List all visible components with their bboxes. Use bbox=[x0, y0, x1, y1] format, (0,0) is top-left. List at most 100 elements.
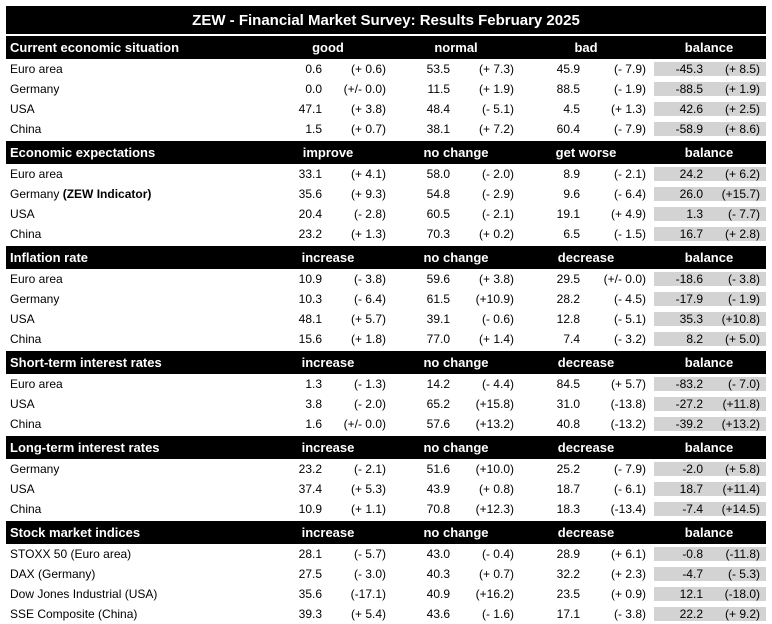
change-cell: (- 1.9) bbox=[709, 292, 766, 306]
value-cell: 10.9 bbox=[298, 272, 322, 286]
row-label-text: USA bbox=[10, 102, 35, 116]
table-row: Germany 10.3 (- 6.4) 61.5 (+10.9) 28.2 (- 4.5)… bbox=[6, 289, 766, 309]
table-row: Euro area 1.3 (- 1.3) 14.2 (- 4.4) 84.5 (+ 5.7… bbox=[6, 374, 766, 394]
change-cell: (- 7.9) bbox=[613, 462, 646, 476]
row-label-text: Germany bbox=[10, 187, 60, 201]
value-cell: -2.0 bbox=[652, 462, 709, 476]
value-cell: 84.5 bbox=[556, 377, 580, 391]
value-cell: 3.8 bbox=[305, 397, 322, 411]
column-header: bad bbox=[574, 40, 598, 55]
section-header: Inflation rate increase no change decrease b… bbox=[6, 244, 766, 269]
table-row: Germany (ZEW Indicator) 35.6 (+ 9.3) 54.8 (-… bbox=[6, 184, 766, 204]
table-row: USA 3.8 (- 2.0) 65.2 (+15.8) 31.0 (-13.8) -27.2… bbox=[6, 394, 766, 414]
section-header: Short-term interest rates increase no chan… bbox=[6, 349, 766, 374]
value-cell: 57.6 bbox=[426, 417, 450, 431]
value-cell: 23.2 bbox=[298, 462, 322, 476]
change-cell: (+ 2.5) bbox=[709, 102, 766, 116]
change-cell: (+ 5.7) bbox=[610, 377, 646, 391]
change-cell: (- 3.0) bbox=[353, 567, 386, 581]
change-cell: (- 6.4) bbox=[353, 292, 386, 306]
value-cell: 24.2 bbox=[652, 167, 709, 181]
value-cell: 1.6 bbox=[305, 417, 322, 431]
table-row: Dow Jones Industrial (USA) 35.6 (-17.1) 40.… bbox=[6, 584, 766, 604]
value-cell: 27.5 bbox=[298, 567, 322, 581]
change-cell: (- 0.6) bbox=[481, 312, 514, 326]
change-cell: (+ 0.8) bbox=[478, 482, 514, 496]
table-row: China 15.6 (+ 1.8) 77.0 (+ 1.4) 7.4 (- 3.2) 8.2… bbox=[6, 329, 766, 349]
column-header: decrease bbox=[557, 440, 615, 455]
change-cell: (- 5.1) bbox=[481, 102, 514, 116]
row-label: China bbox=[6, 332, 264, 346]
value-cell: -7.4 bbox=[652, 502, 709, 516]
row-label-text: DAX (Germany) bbox=[10, 567, 96, 581]
row-label: China bbox=[6, 502, 264, 516]
change-cell: (+ 1.3) bbox=[350, 227, 386, 241]
row-label: Germany bbox=[6, 292, 264, 306]
change-cell: (+ 3.8) bbox=[478, 272, 514, 286]
value-cell: 18.7 bbox=[556, 482, 580, 496]
table-row: Germany 0.0 (+/- 0.0) 11.5 (+ 1.9) 88.5 (- 1.9… bbox=[6, 79, 766, 99]
value-cell: 12.1 bbox=[652, 587, 709, 601]
row-label: Germany (ZEW Indicator) bbox=[6, 187, 264, 201]
table-title: ZEW - Financial Market Survey: Results F… bbox=[6, 6, 766, 34]
change-cell: (- 2.1) bbox=[481, 207, 514, 221]
row-label-text: Germany bbox=[10, 292, 60, 306]
value-cell: -83.2 bbox=[652, 377, 709, 391]
value-cell: 39.1 bbox=[426, 312, 450, 326]
table-row: China 1.5 (+ 0.7) 38.1 (+ 7.2) 60.4 (- 7.9) -58… bbox=[6, 119, 766, 139]
row-label: USA bbox=[6, 482, 264, 496]
change-cell: (+ 7.3) bbox=[478, 62, 514, 76]
section-header: Stock market indices increase no change dec… bbox=[6, 519, 766, 544]
row-label: USA bbox=[6, 207, 264, 221]
value-cell: 29.5 bbox=[556, 272, 580, 286]
change-cell: (+ 9.2) bbox=[709, 607, 766, 621]
row-label: China bbox=[6, 417, 264, 431]
change-cell: (- 5.1) bbox=[613, 312, 646, 326]
value-cell: 23.2 bbox=[298, 227, 322, 241]
column-header: good bbox=[312, 40, 344, 55]
change-cell: (- 1.3) bbox=[353, 377, 386, 391]
change-cell: (+ 0.6) bbox=[350, 62, 386, 76]
row-label: Euro area bbox=[6, 167, 264, 181]
change-cell: (- 3.2) bbox=[613, 332, 646, 346]
results-table: ZEW - Financial Market Survey: Results F… bbox=[6, 6, 766, 624]
value-cell: 32.2 bbox=[556, 567, 580, 581]
value-cell: 48.4 bbox=[426, 102, 450, 116]
column-header: decrease bbox=[557, 355, 615, 370]
change-cell: (- 3.8) bbox=[613, 607, 646, 621]
change-cell: (+ 1.4) bbox=[478, 332, 514, 346]
value-cell: 18.3 bbox=[556, 502, 580, 516]
value-cell: 8.9 bbox=[563, 167, 580, 181]
row-label: USA bbox=[6, 312, 264, 326]
row-label-text: USA bbox=[10, 482, 35, 496]
value-cell: 53.5 bbox=[426, 62, 450, 76]
change-cell: (- 1.6) bbox=[481, 607, 514, 621]
value-cell: 39.3 bbox=[298, 607, 322, 621]
change-cell: (+ 0.9) bbox=[610, 587, 646, 601]
value-cell: 38.1 bbox=[426, 122, 450, 136]
section-title: Economic expectations bbox=[10, 145, 156, 160]
table-row: USA 47.1 (+ 3.8) 48.4 (- 5.1) 4.5 (+ 1.3) 42.6(… bbox=[6, 99, 766, 119]
row-label-text: Euro area bbox=[10, 377, 63, 391]
value-cell: 11.5 bbox=[427, 82, 450, 96]
change-cell: (+ 1.9) bbox=[478, 82, 514, 96]
value-cell: 23.5 bbox=[556, 587, 580, 601]
row-label-text: China bbox=[10, 417, 42, 431]
table-row: Germany 23.2 (- 2.1) 51.6 (+10.0) 25.2 (- 7.9)… bbox=[6, 459, 766, 479]
value-cell: 17.1 bbox=[556, 607, 580, 621]
value-cell: 1.5 bbox=[305, 122, 322, 136]
column-header: balance bbox=[684, 440, 734, 455]
row-label: China bbox=[6, 122, 264, 136]
value-cell: 31.0 bbox=[556, 397, 580, 411]
value-cell: 0.0 bbox=[305, 82, 322, 96]
value-cell: 10.9 bbox=[298, 502, 322, 516]
change-cell: (+ 7.2) bbox=[478, 122, 514, 136]
column-header: balance bbox=[684, 40, 734, 55]
table-row: STOXX 50 (Euro area) 28.1 (- 5.7) 43.0 (- 0.… bbox=[6, 544, 766, 564]
value-cell: 8.2 bbox=[652, 332, 709, 346]
row-label: Dow Jones Industrial (USA) bbox=[6, 587, 264, 601]
row-label: USA bbox=[6, 397, 264, 411]
row-label: Germany bbox=[6, 462, 264, 476]
value-cell: 10.3 bbox=[298, 292, 322, 306]
change-cell: (- 5.7) bbox=[353, 547, 386, 561]
